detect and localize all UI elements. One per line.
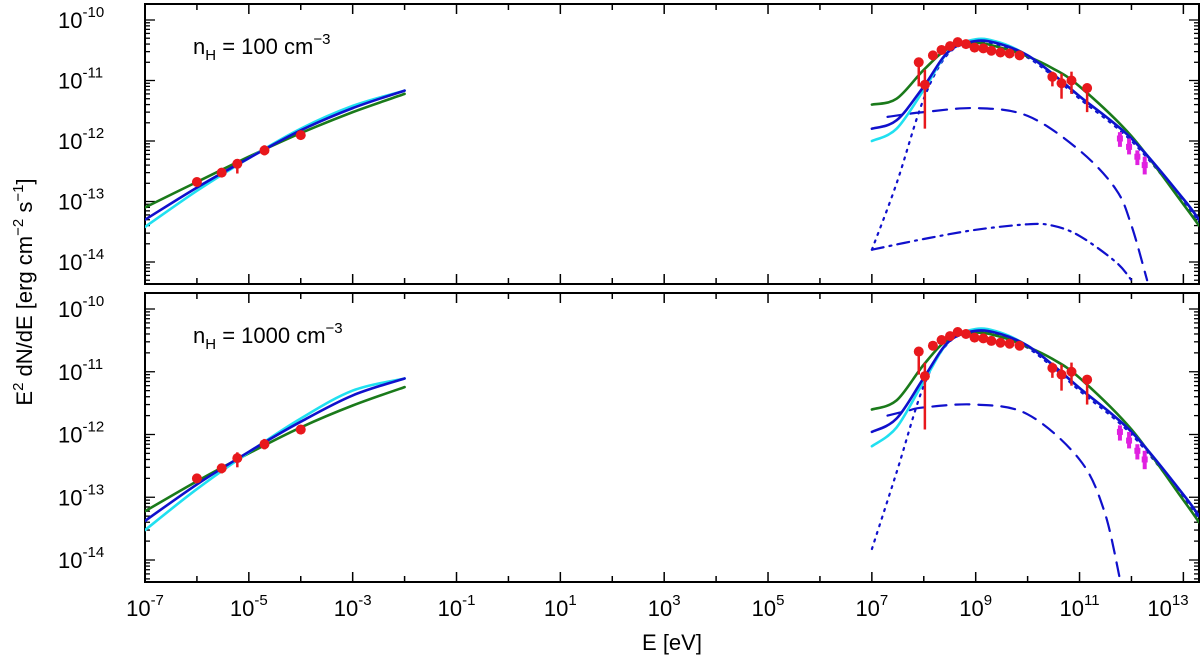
- data-point: [1066, 362, 1077, 386]
- x-tick-label: 103: [648, 592, 681, 621]
- panel-bottom: 10-10 10-11 10-12 10-13 10-14 nH = 1000 cm−3: [58, 292, 1200, 583]
- y-tick-label: 10-12: [58, 419, 104, 448]
- plot-area: [145, 326, 1199, 580]
- series-component-dashdot: [870, 222, 1133, 282]
- data-point: [969, 332, 980, 343]
- x-tick-label: 105: [752, 592, 785, 621]
- xray-point: [1141, 450, 1148, 470]
- y-axis-title: E2 dN/dE [erg cm−2 s−1]: [10, 178, 37, 405]
- data-point: [259, 145, 270, 156]
- data-point: [295, 424, 306, 435]
- data-point: [960, 39, 971, 50]
- series-model-green: [145, 92, 406, 209]
- series-component-dotted: [870, 330, 1199, 551]
- x-tick-label: 109: [959, 592, 992, 621]
- y-tick-label: 10-11: [58, 356, 103, 385]
- data-point: [1056, 73, 1067, 99]
- data-point: [945, 331, 956, 342]
- data-point: [1047, 362, 1058, 378]
- y-tick-label: 10-10: [58, 293, 104, 322]
- x-tick-label: 101: [544, 592, 577, 621]
- y-tick-label: 10-12: [58, 125, 104, 154]
- data-point: [1014, 340, 1025, 351]
- data-point: [927, 340, 938, 351]
- x-tick-label: 10-3: [334, 592, 372, 621]
- data-point: [913, 346, 924, 375]
- xray-point: [1141, 156, 1148, 175]
- data-point: [945, 41, 956, 52]
- data-point: [1082, 374, 1093, 405]
- series-component-dashed: [886, 403, 1121, 580]
- panel-top: 10-10 10-11 10-12 10-13 10-14 nH = 100 cm−3: [58, 3, 1200, 285]
- data-point: [919, 69, 930, 129]
- series-model-blue: [145, 89, 406, 221]
- data-point: [1014, 50, 1025, 61]
- data-point: [1004, 48, 1015, 59]
- data-point: [295, 130, 306, 141]
- series-model-blue: [145, 377, 406, 523]
- data-point: [936, 44, 947, 55]
- x-tick-label: 1011: [1060, 592, 1100, 621]
- data-point: [986, 335, 997, 346]
- y-tick-label: 10-14: [58, 544, 104, 573]
- data-point: [191, 177, 202, 188]
- density-annotation: nH = 1000 cm−3: [193, 320, 343, 353]
- data-point: [986, 45, 997, 56]
- data-point: [952, 37, 963, 48]
- data-point: [919, 362, 930, 430]
- xray-point: [1116, 132, 1123, 147]
- y-tick-label: 10-13: [58, 481, 104, 510]
- x-tick-label: 10-7: [126, 592, 164, 621]
- data-point: [1047, 71, 1058, 87]
- data-point: [978, 333, 989, 344]
- xray-point: [1134, 150, 1141, 166]
- data-point: [191, 473, 202, 484]
- y-tick-label: 10-14: [58, 246, 104, 275]
- y-tick-label: 10-11: [58, 65, 103, 94]
- series-model-blue: [870, 329, 1199, 518]
- data-point: [960, 328, 971, 339]
- data-point: [936, 335, 947, 346]
- data-point: [216, 167, 227, 178]
- series-model-green: [145, 385, 406, 513]
- x-tick-label: 107: [855, 592, 888, 621]
- series-component-dashed: [886, 106, 1149, 282]
- series-model-cyan: [870, 327, 1199, 518]
- data-point: [913, 57, 924, 87]
- series-model-blue: [870, 39, 1199, 221]
- plot-area: [145, 37, 1199, 282]
- data-point: [969, 42, 980, 53]
- density-annotation: nH = 100 cm−3: [193, 31, 330, 64]
- x-tick-label: 10-5: [230, 592, 268, 621]
- data-point: [232, 452, 243, 468]
- y-tick-label: 10-10: [58, 4, 104, 33]
- xray-point: [1126, 138, 1133, 155]
- x-tick-label: 1013: [1147, 592, 1188, 621]
- data-point: [1082, 83, 1093, 113]
- data-point: [952, 326, 963, 337]
- xray-point: [1134, 444, 1141, 460]
- data-point: [978, 43, 989, 54]
- data-point: [995, 47, 1006, 58]
- data-point: [1056, 364, 1067, 391]
- x-tick-labels: 10-7 10-5 10-3 10-1 101 103 105 107 109 1011 1013: [126, 592, 1189, 621]
- xray-point: [1116, 425, 1123, 441]
- x-axis-title: E [eV]: [642, 630, 702, 655]
- x-tick-label: 10-1: [438, 592, 476, 621]
- data-point: [259, 438, 270, 450]
- data-point: [1004, 338, 1015, 349]
- data-point: [995, 337, 1006, 348]
- xray-point: [1126, 431, 1133, 449]
- data-point: [216, 463, 227, 474]
- series-model-cyan: [145, 89, 406, 229]
- series-model-green: [870, 331, 1199, 524]
- data-point: [232, 158, 243, 174]
- data-point: [927, 50, 938, 61]
- y-tick-label: 10-13: [58, 186, 104, 215]
- data-point: [1066, 71, 1077, 94]
- series-model-green: [870, 41, 1199, 227]
